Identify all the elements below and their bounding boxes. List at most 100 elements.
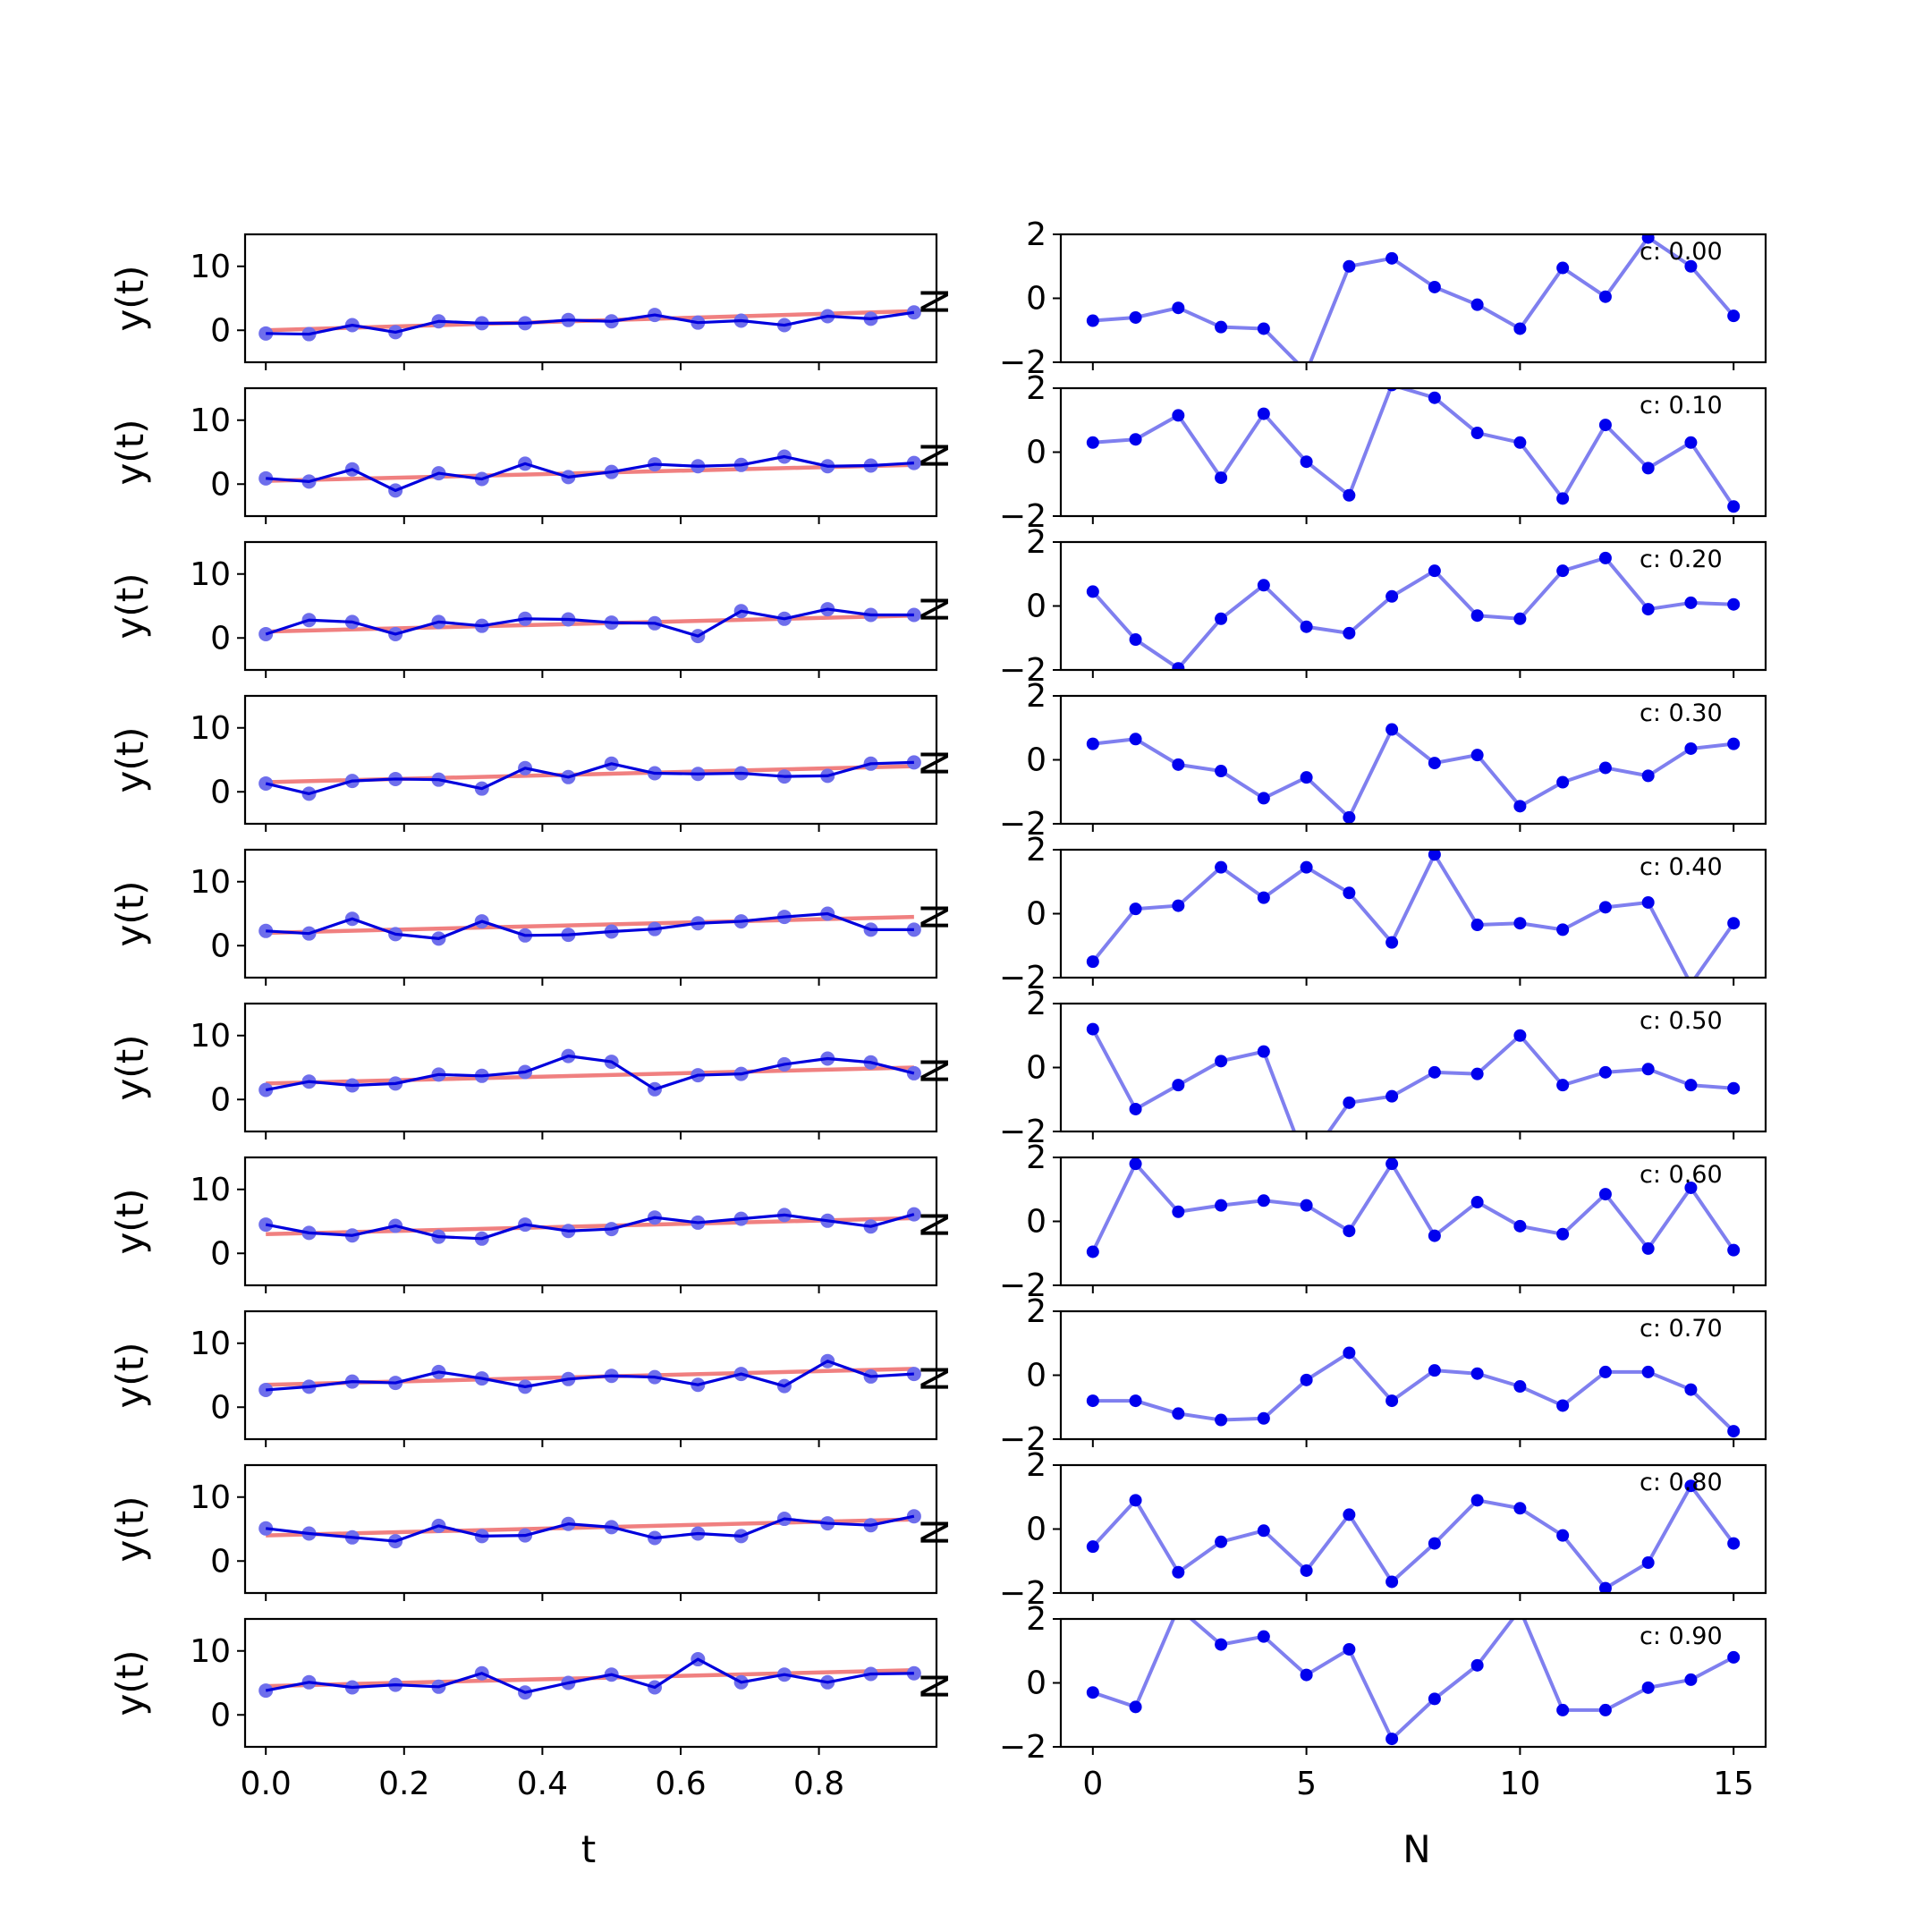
coefficient-label: c: 0.80 (1640, 1469, 1723, 1496)
noise-point (1556, 564, 1570, 578)
noise-point (1727, 500, 1741, 513)
noise-point (1470, 1367, 1484, 1380)
noise-line (1091, 1484, 1735, 1590)
x-tick-label: 0.6 (655, 1766, 706, 1802)
ts-axes-frame (243, 1309, 938, 1441)
noise-point (1727, 309, 1741, 323)
nz-panel-1: c: 0.10 −2 0 2 (999, 370, 1767, 535)
noise-point (1172, 301, 1185, 315)
ts-panel-7: 0 10 y(t) N (108, 1309, 957, 1447)
noise-point (1215, 860, 1228, 874)
y-axis-label: y(t) (108, 880, 152, 946)
ts-axes-frame (243, 1156, 938, 1287)
noise-point (1129, 310, 1142, 324)
noise-point (1086, 1394, 1099, 1408)
noise-point (1470, 919, 1484, 932)
noise-point (1598, 1581, 1612, 1593)
y-tick-label: 0 (210, 1543, 231, 1580)
noise-point (1428, 1537, 1441, 1550)
noise-point (1513, 322, 1527, 335)
noise-line (1091, 555, 1734, 670)
ts-axes-frame (243, 1617, 938, 1749)
noise-point (1428, 564, 1441, 578)
ts-axes-frame (243, 848, 938, 979)
noise-point (1086, 1686, 1099, 1699)
noise-line (1091, 852, 1735, 978)
noise-line (1092, 235, 1735, 362)
noise-point (1129, 1700, 1142, 1714)
y-tick-label: 10 (190, 1018, 231, 1055)
noise-point (1172, 899, 1185, 912)
y-tick-label: 10 (190, 556, 231, 593)
x-tick-label: 0.2 (378, 1766, 429, 1802)
y-tick-label: −2 (999, 1267, 1046, 1304)
noise-point (1428, 1229, 1441, 1242)
y-axis-label: y(t) (108, 1649, 152, 1716)
y-tick-label: 2 (1026, 1601, 1046, 1638)
overlapping-side-label: N (913, 1518, 957, 1546)
x-tick-label: 0 (1082, 1766, 1103, 1802)
overlapping-side-label: N (913, 1056, 957, 1084)
noise-point (1513, 612, 1527, 625)
noise-point (1215, 1638, 1228, 1651)
noise-point (1428, 1364, 1441, 1377)
y-tick-label: 0 (210, 466, 231, 503)
noise-point (1215, 1055, 1228, 1068)
noise-point (1172, 1407, 1185, 1420)
noise-point (1215, 1413, 1228, 1427)
noise-point (1727, 597, 1741, 611)
noise-point (1556, 923, 1570, 936)
ts-plot-area (258, 906, 921, 946)
noise-point (1684, 1181, 1698, 1194)
noise-point (1598, 761, 1612, 775)
nz-panel-9: c: 0.90 −2 0 2 0 5 10 15 (999, 1601, 1767, 1802)
noise-point (1385, 251, 1399, 265)
series-line (266, 911, 914, 940)
ts-panel-5: 0 10 y(t) N (108, 1002, 957, 1140)
noise-point (1172, 1079, 1185, 1092)
nz-panel-3: c: 0.30 −2 0 2 (999, 678, 1767, 843)
noise-point (1385, 1394, 1399, 1408)
noise-point (1300, 455, 1313, 469)
trend-line (266, 1065, 914, 1086)
noise-point (1129, 433, 1142, 446)
y-axis-label: y(t) (108, 1034, 152, 1100)
noise-point (1428, 391, 1441, 404)
noise-point (1215, 1535, 1228, 1548)
nz-panel-6: c: 0.60 −2 0 2 (999, 1140, 1767, 1304)
noise-point (1641, 1241, 1655, 1255)
y-tick-label: 10 (190, 864, 231, 901)
y-tick-label: 0 (1026, 1665, 1046, 1702)
noise-point (1086, 1245, 1099, 1258)
ts-panel-4: 0 10 y(t) N (108, 848, 957, 986)
noise-point (1257, 322, 1270, 335)
noise-point (1470, 298, 1484, 311)
y-tick-label: −2 (999, 806, 1046, 843)
noise-point (1556, 1399, 1570, 1412)
y-tick-label: −2 (999, 1729, 1046, 1766)
overlapping-side-label: N (913, 1364, 957, 1392)
y-tick-label: 2 (1026, 1447, 1046, 1484)
noise-point (1598, 1065, 1612, 1079)
nz-plot-area (1086, 850, 1741, 978)
noise-point (1684, 436, 1698, 449)
noise-line (1092, 1351, 1735, 1433)
y-tick-label: 2 (1026, 678, 1046, 715)
y-tick-label: 0 (1026, 281, 1046, 318)
noise-point (1086, 737, 1099, 750)
noise-point (1343, 488, 1356, 502)
y-tick-label: 0 (210, 1389, 231, 1426)
y-axis-label: y(t) (108, 419, 152, 485)
noise-point (1300, 1373, 1313, 1386)
series-line (265, 607, 914, 638)
y-tick-label: 10 (190, 710, 231, 747)
noise-point (1684, 1079, 1698, 1092)
y-axis-label: y(t) (108, 1188, 152, 1254)
y-tick-label: 0 (1026, 896, 1046, 933)
noise-point (1086, 955, 1099, 969)
overlapping-side-label: N (913, 1672, 957, 1699)
noise-point (1641, 1556, 1655, 1570)
noise-point (1641, 769, 1655, 783)
noise-point (1470, 1494, 1484, 1507)
